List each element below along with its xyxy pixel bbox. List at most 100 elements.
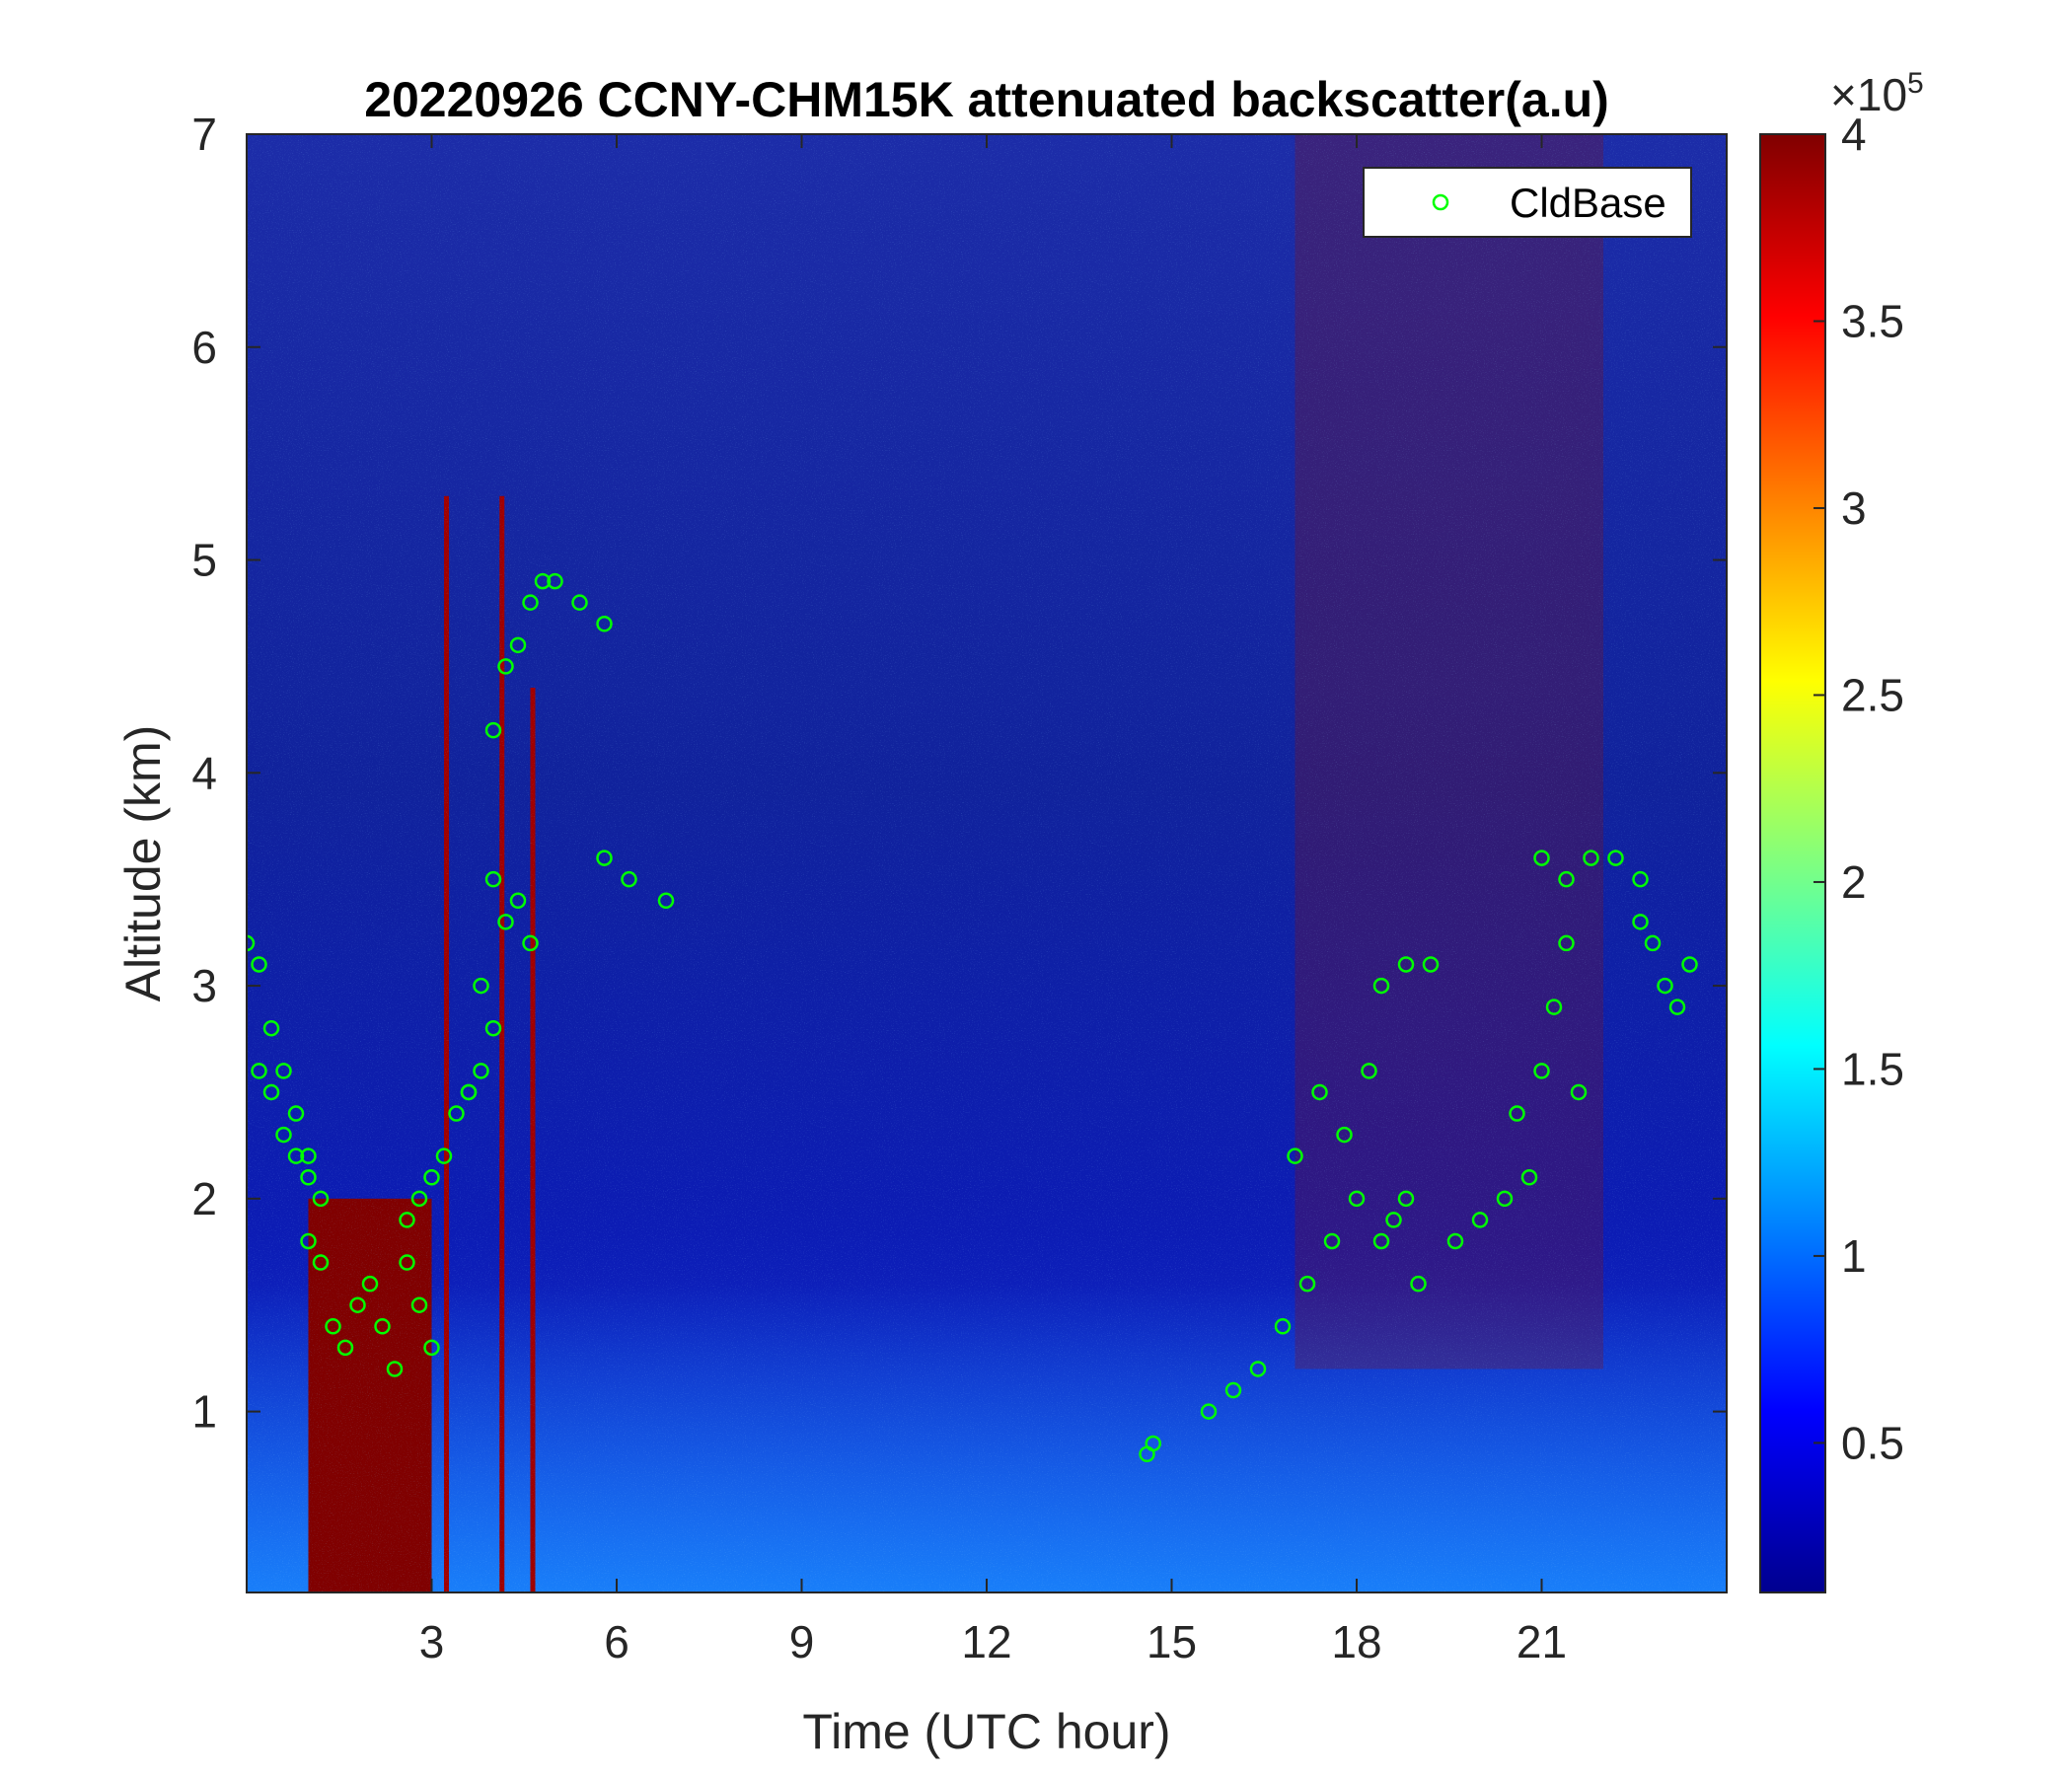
cldbase-point (1323, 1232, 1341, 1250)
cldbase-point (325, 1318, 341, 1335)
cldbase-point (1224, 1381, 1242, 1399)
cldbase-point (1385, 1212, 1402, 1228)
y-tick-label: 3 (191, 960, 217, 1011)
cldbase-point (1644, 934, 1662, 952)
cldbase-point (361, 1275, 379, 1293)
cldbase-point (1558, 934, 1575, 952)
legend-box (1363, 167, 1692, 238)
cldbase-point (1145, 1435, 1161, 1452)
colorbar-ticks: 0.5 1 1.5 2 2.5 3 3.5 4 (1813, 109, 1904, 1468)
cldbase-point (1533, 1063, 1550, 1079)
cldbase-point (509, 892, 527, 910)
cldbase-point (1668, 999, 1686, 1015)
cldbase-point (1471, 1212, 1489, 1228)
cldbase-point (1298, 1275, 1316, 1293)
cldbase-point (460, 1083, 478, 1101)
cldbase-point (1496, 1190, 1514, 1208)
x-tick-label: 21 (1517, 1616, 1567, 1667)
cldbase-point (1361, 1063, 1377, 1079)
cldbase-point (1348, 1190, 1366, 1208)
cldbase-point (1249, 1361, 1267, 1377)
colorbar-tick-label: 3.5 (1841, 295, 1904, 346)
cldbase-point (1287, 1147, 1303, 1164)
x-tick-label: 9 (789, 1616, 815, 1667)
cldbase-point (1397, 1190, 1415, 1208)
legend: CldBase (1363, 167, 1692, 238)
y-tick-label: 6 (191, 322, 217, 373)
colorbar-exponent-base: ×10 (1830, 69, 1907, 120)
x-tick-label: 3 (419, 1616, 445, 1667)
y-tick-label: 5 (191, 535, 217, 586)
cldbase-point (435, 1147, 453, 1164)
cldbase-point (1311, 1083, 1328, 1101)
colorbar-tick-label: 2.5 (1841, 669, 1904, 720)
colorbar-exponent-power: 5 (1907, 67, 1924, 100)
cldbase-point (275, 1126, 292, 1144)
cldbase-point (1200, 1403, 1218, 1420)
cldbase-point (448, 1105, 465, 1122)
cldbase-point (484, 870, 502, 888)
cldbase-point (349, 1296, 366, 1313)
cldbase-point (657, 892, 675, 910)
cldbase-point (1274, 1318, 1292, 1335)
plot-area (246, 133, 1728, 1593)
cldbase-point (300, 1147, 317, 1164)
cldbase-point (1632, 914, 1649, 930)
cldbase-point (1509, 1105, 1525, 1122)
cldbase-point (1570, 1083, 1588, 1101)
cldbase-point (596, 616, 613, 632)
colorbar-tick-label: 2 (1841, 856, 1867, 908)
cldbase-point (399, 1212, 415, 1228)
y-tick-label: 1 (191, 1386, 217, 1438)
cldbase-point (1336, 1126, 1353, 1144)
x-tick-label: 6 (604, 1616, 629, 1667)
x-tick-label: 18 (1331, 1616, 1381, 1667)
colorbar-tick-label: 3 (1841, 482, 1867, 534)
colorbar-tick-label: 4 (1841, 109, 1867, 160)
cldbase-point (1372, 1232, 1390, 1250)
y-tick-label: 2 (191, 1173, 217, 1224)
legend-marker-circle (1432, 193, 1449, 211)
cldbase-point (247, 934, 256, 952)
cldbase-point (1607, 850, 1624, 866)
cldbase-point (336, 1339, 354, 1357)
cldbase-point (386, 1361, 404, 1377)
colorbar-exponent: ×105 (1830, 67, 1924, 120)
cldbase-point (251, 956, 267, 973)
cldbase-point (596, 850, 613, 866)
cldbase-point (1632, 870, 1649, 888)
cldbase-point (312, 1190, 330, 1208)
colorbar-tick-label: 1.5 (1841, 1043, 1904, 1094)
cldbase-point (1657, 977, 1673, 995)
cldbase-point (262, 1019, 280, 1037)
cldbase-points (247, 572, 1698, 1463)
cldbase-point (312, 1254, 330, 1271)
cldbase-point (509, 636, 527, 654)
cldbase-point (497, 914, 514, 930)
cldbase-point (621, 870, 637, 888)
colorbar: 0.5 1 1.5 2 2.5 3 3.5 4 ×105 (1759, 67, 1924, 1593)
y-axis-label: Altitude (km) (115, 725, 171, 1002)
cldbase-point (275, 1063, 292, 1079)
heatmap-noise (247, 134, 1727, 1592)
legend-label-cldbase: CldBase (1510, 180, 1666, 226)
cldbase-point (497, 658, 514, 675)
cldbase-point (547, 572, 563, 590)
x-tick-label: 12 (961, 1616, 1011, 1667)
cldbase-point (287, 1105, 305, 1122)
cldbase-point (1583, 850, 1599, 866)
cldbase-point (484, 721, 502, 739)
cldbase-point (522, 594, 539, 611)
y-tick-label: 7 (191, 109, 217, 160)
cldbase-point (571, 594, 588, 611)
cldbase-point (1446, 1232, 1464, 1250)
cldbase-point (1558, 870, 1575, 888)
cldbase-point (423, 1169, 440, 1186)
cldbase-point (300, 1232, 317, 1250)
cldbase-point (473, 977, 489, 995)
x-axis-label: Time (UTC hour) (802, 1704, 1170, 1759)
cldbase-point (300, 1169, 317, 1186)
cldbase-point (262, 1083, 280, 1101)
cldbase-point (1545, 999, 1563, 1015)
